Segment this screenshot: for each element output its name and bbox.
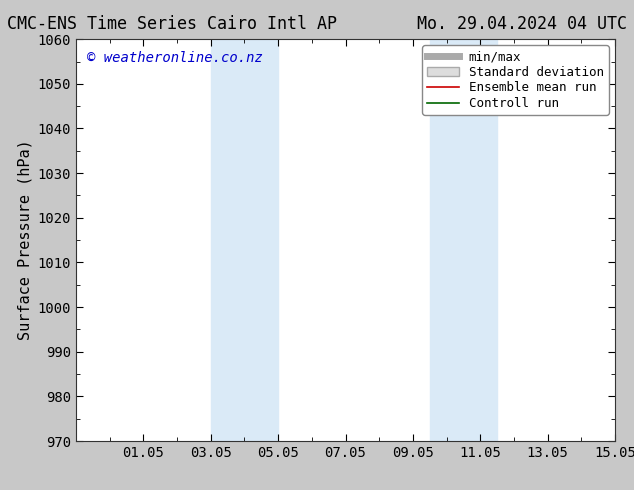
Y-axis label: Surface Pressure (hPa): Surface Pressure (hPa)	[17, 140, 32, 341]
Bar	[210, 39, 278, 441]
Legend: min/max, Standard deviation, Ensemble mean run, Controll run: min/max, Standard deviation, Ensemble me…	[422, 46, 609, 115]
Text: © weatheronline.co.nz: © weatheronline.co.nz	[87, 51, 262, 65]
Text: CMC-ENS Time Series Cairo Intl AP        Mo. 29.04.2024 04 UTC: CMC-ENS Time Series Cairo Intl AP Mo. 29…	[7, 15, 627, 33]
Bar	[430, 39, 497, 441]
